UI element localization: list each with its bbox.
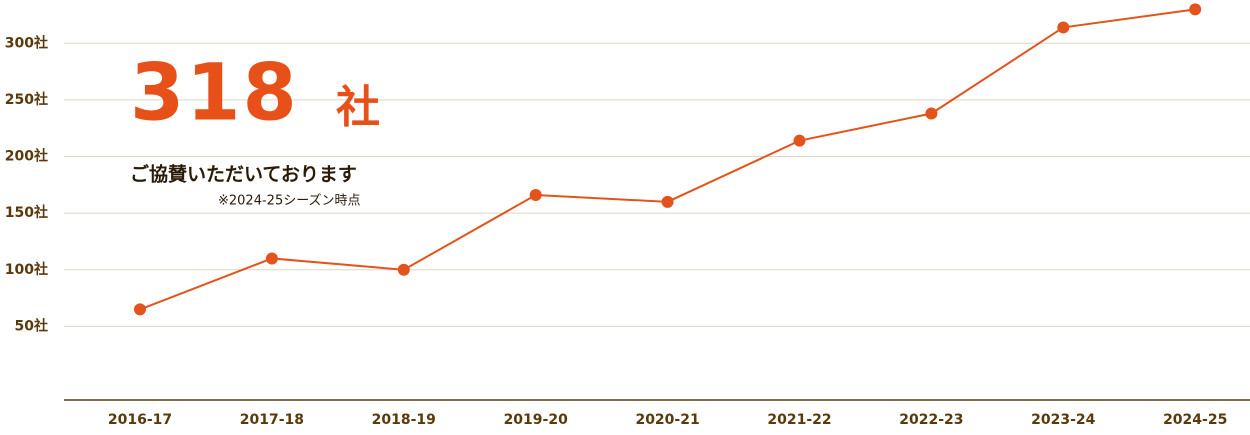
point bbox=[529, 189, 542, 202]
headline-count: 318 bbox=[130, 48, 299, 138]
point bbox=[134, 303, 146, 316]
y-tick-label: 100社 bbox=[5, 261, 48, 278]
point bbox=[925, 107, 938, 120]
y-tick-label: 250社 bbox=[5, 91, 48, 108]
note: ※2024-25シーズン時点 bbox=[218, 193, 361, 209]
point bbox=[793, 134, 806, 147]
y-tick-label: 300社 bbox=[5, 34, 48, 51]
y-tick-label: 150社 bbox=[5, 204, 48, 221]
x-tick-label: 2022-23 bbox=[899, 412, 963, 428]
x-tick-label: 2019-20 bbox=[504, 412, 569, 428]
point bbox=[1189, 3, 1202, 16]
point bbox=[1057, 21, 1070, 34]
point bbox=[661, 195, 674, 208]
x-tick-label: 2016-17 bbox=[108, 412, 172, 428]
point bbox=[397, 263, 410, 276]
headline-unit: 社 bbox=[336, 82, 380, 133]
x-tick-label: 2023-24 bbox=[1031, 412, 1096, 428]
x-tick-label: 2021-22 bbox=[767, 412, 831, 428]
x-tick-label: 2018-19 bbox=[372, 412, 436, 428]
x-tick-label: 2024-25 bbox=[1163, 412, 1227, 428]
y-tick-label: 200社 bbox=[5, 148, 48, 165]
point bbox=[265, 252, 278, 265]
x-tick-label: 2020-21 bbox=[635, 412, 699, 428]
x-tick-label: 2017-18 bbox=[240, 412, 304, 428]
caption: ご協賛いただいております bbox=[130, 163, 357, 186]
y-tick-label: 50社 bbox=[15, 317, 48, 334]
